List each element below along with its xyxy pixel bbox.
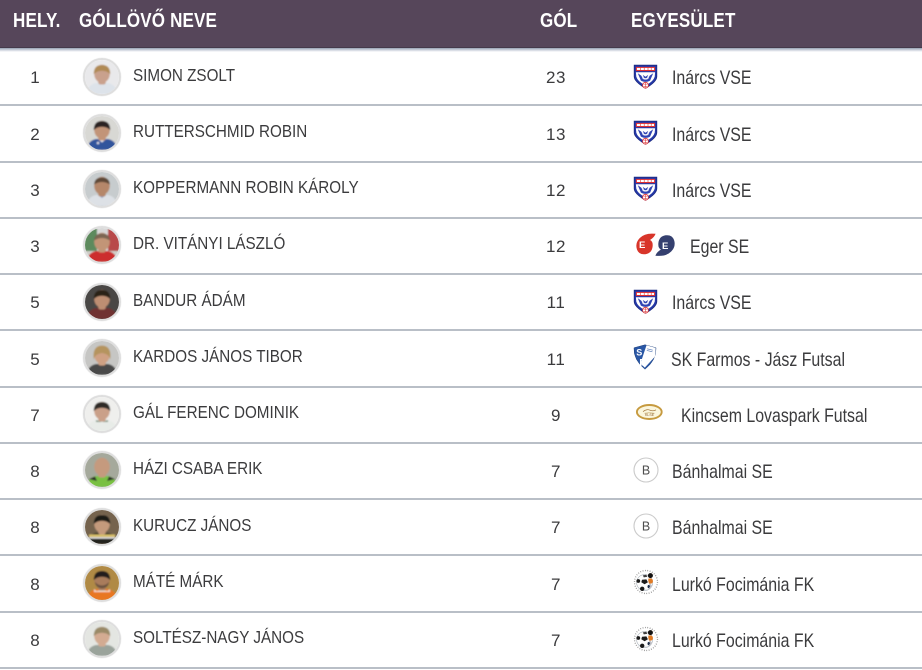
- svg-text:B: B: [642, 520, 650, 534]
- svg-text:B: B: [642, 463, 650, 477]
- svg-text:KLSE: KLSE: [645, 413, 655, 417]
- svg-text:E: E: [639, 240, 645, 251]
- svg-text:E: E: [639, 358, 645, 368]
- svg-text:E: E: [662, 241, 668, 252]
- svg-text:S: S: [636, 348, 642, 358]
